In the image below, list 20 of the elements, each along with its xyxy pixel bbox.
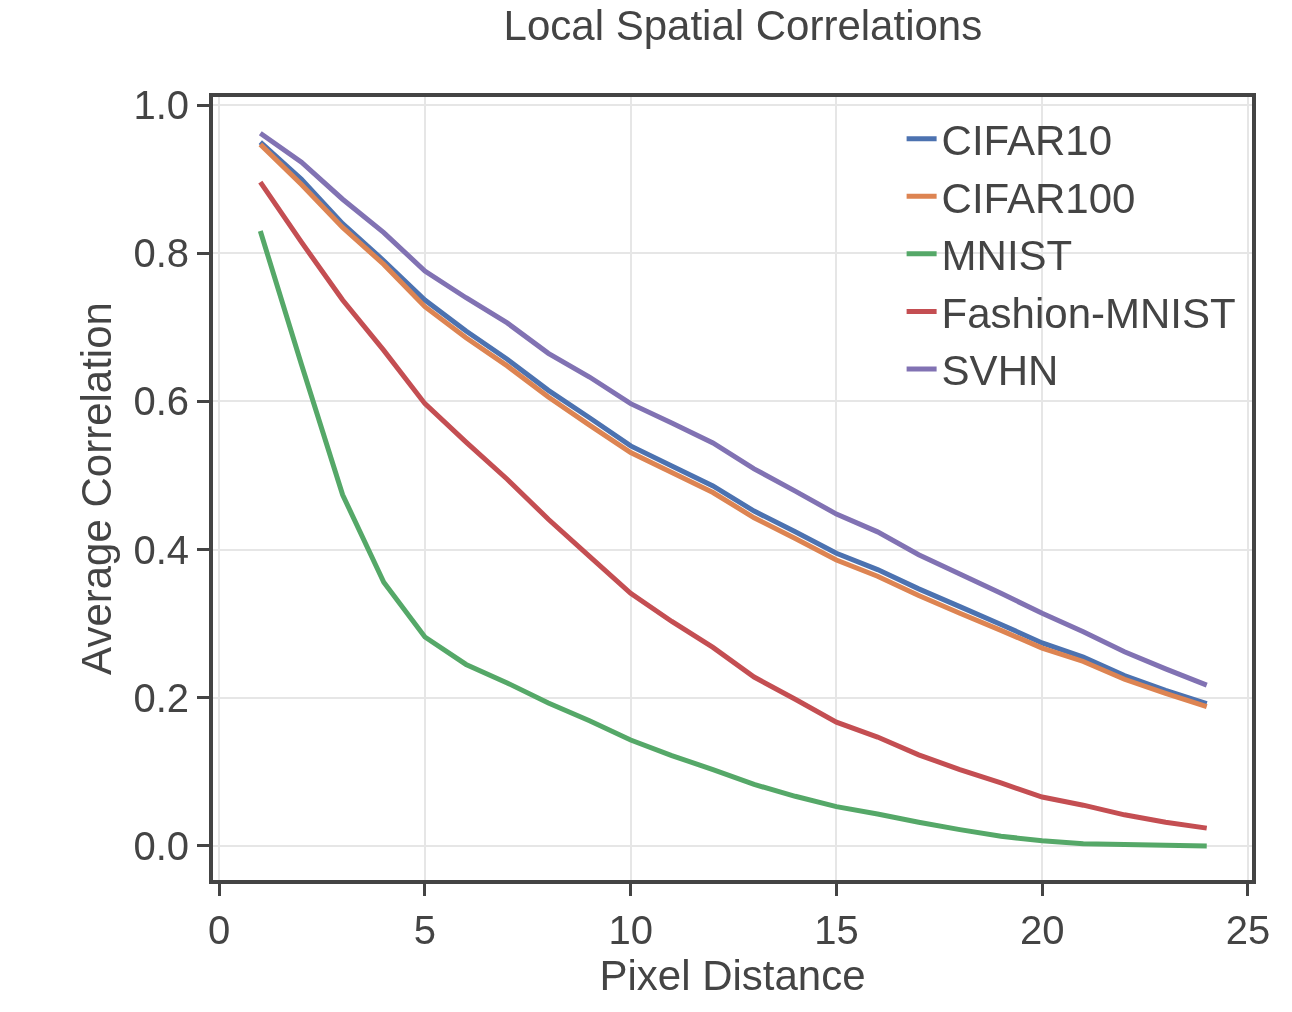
x-tick-label: 20 (1019, 908, 1065, 952)
y-tick-label: 0.8 (133, 231, 189, 276)
x-tick-label: 10 (608, 908, 653, 952)
y-tick-label: 0.0 (133, 823, 189, 868)
y-tick-label: 0.6 (133, 379, 189, 424)
y-tick-label: 1.0 (133, 83, 189, 128)
x-tick-label: 5 (413, 908, 437, 952)
legend-label: Fashion-MNIST (941, 289, 1236, 337)
legend-label: SVHN (941, 347, 1059, 395)
x-axis-title: Pixel Distance (599, 952, 866, 999)
chart-title: Local Spatial Correlations (503, 1, 983, 49)
x-tick-label: 25 (1225, 908, 1271, 952)
y-tick-label: 0.2 (133, 675, 189, 720)
x-tick-label: 15 (814, 908, 859, 952)
x-tick-label: 0 (208, 908, 231, 952)
y-axis-title: Average Correlation (72, 302, 120, 675)
legend-label: CIFAR10 (941, 117, 1113, 165)
y-tick-label: 0.4 (133, 527, 189, 572)
legend-label: MNIST (941, 232, 1073, 280)
legend-label: CIFAR100 (941, 174, 1136, 222)
